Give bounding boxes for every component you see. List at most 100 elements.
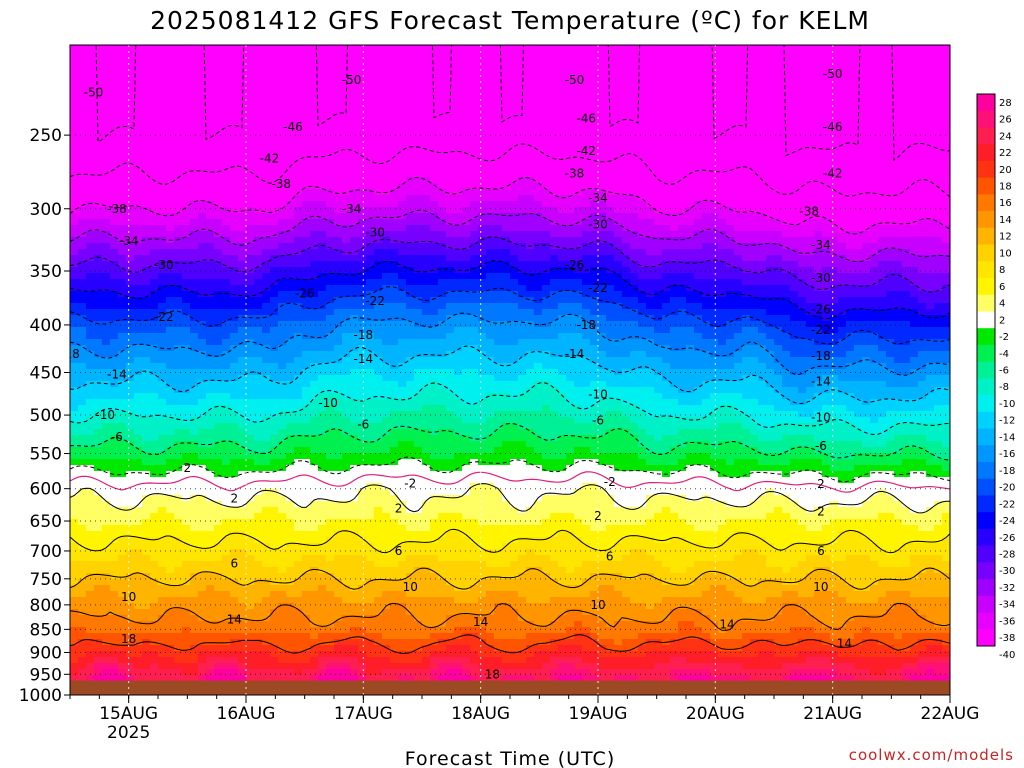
- heatmap-cell: [262, 291, 271, 298]
- heatmap-cell: [918, 219, 927, 226]
- heatmap-cell: [214, 189, 223, 196]
- heatmap-cell: [278, 93, 287, 100]
- heatmap-cell: [214, 285, 223, 292]
- heatmap-cell: [678, 195, 687, 202]
- heatmap-cell: [686, 57, 695, 64]
- heatmap-cell: [838, 195, 847, 202]
- heatmap-cell: [438, 171, 447, 178]
- heatmap-cell: [486, 195, 495, 202]
- heatmap-cell: [222, 237, 231, 244]
- heatmap-cell: [606, 261, 615, 268]
- heatmap-cell: [118, 99, 127, 106]
- heatmap-cell: [654, 255, 663, 262]
- heatmap-cell: [726, 195, 735, 202]
- heatmap-cell: [806, 159, 815, 166]
- heatmap-cell: [198, 231, 207, 238]
- heatmap-cell: [454, 141, 463, 148]
- heatmap-cell: [582, 93, 591, 100]
- heatmap-cell: [270, 201, 279, 208]
- heatmap-cell: [726, 213, 735, 220]
- heatmap-cell: [326, 141, 335, 148]
- heatmap-cell: [118, 57, 127, 64]
- heatmap-cell: [598, 177, 607, 184]
- heatmap-cell: [670, 159, 679, 166]
- heatmap-cell: [374, 237, 383, 244]
- heatmap-cell: [742, 57, 751, 64]
- heatmap-cell: [878, 189, 887, 196]
- heatmap-cell: [406, 279, 415, 286]
- heatmap-cell: [478, 99, 487, 106]
- heatmap-cell: [86, 219, 95, 226]
- heatmap-cell: [566, 297, 575, 304]
- heatmap-cell: [766, 261, 775, 268]
- heatmap-cell: [526, 225, 535, 232]
- heatmap-cell: [430, 117, 439, 124]
- heatmap-cell: [350, 111, 359, 118]
- heatmap-cell: [862, 99, 871, 106]
- heatmap-cell: [734, 129, 743, 136]
- heatmap-cell: [702, 57, 711, 64]
- heatmap-cell: [662, 303, 671, 310]
- heatmap-cell: [846, 63, 855, 70]
- heatmap-cell: [414, 87, 423, 94]
- heatmap-cell: [214, 291, 223, 298]
- heatmap-cell: [166, 123, 175, 130]
- heatmap-cell: [686, 159, 695, 166]
- heatmap-cell: [582, 219, 591, 226]
- heatmap-cell: [526, 201, 535, 208]
- heatmap-cell: [222, 189, 231, 196]
- heatmap-cell: [110, 135, 119, 142]
- heatmap-cell: [854, 183, 863, 190]
- heatmap-cell: [198, 189, 207, 196]
- heatmap-cell: [94, 87, 103, 94]
- heatmap-cell: [542, 129, 551, 136]
- heatmap-cell: [278, 291, 287, 298]
- heatmap-cell: [838, 111, 847, 118]
- heatmap-cell: [606, 183, 615, 190]
- heatmap-cell: [758, 231, 767, 238]
- heatmap-cell: [238, 165, 247, 172]
- heatmap-cell: [150, 273, 159, 280]
- heatmap-cell: [502, 267, 511, 274]
- heatmap-cell: [494, 63, 503, 70]
- heatmap-cell: [590, 117, 599, 124]
- heatmap-cell: [918, 93, 927, 100]
- heatmap-cell: [918, 303, 927, 310]
- heatmap-cell: [782, 165, 791, 172]
- heatmap-cell: [190, 309, 199, 316]
- heatmap-cell: [806, 69, 815, 76]
- heatmap-cell: [414, 147, 423, 154]
- heatmap-cell: [926, 51, 935, 58]
- heatmap-cell: [374, 303, 383, 310]
- heatmap-cell: [678, 183, 687, 190]
- heatmap-cell: [574, 297, 583, 304]
- heatmap-cell: [190, 219, 199, 226]
- heatmap-cell: [150, 165, 159, 172]
- heatmap-cell: [190, 63, 199, 70]
- heatmap-cell: [846, 135, 855, 142]
- heatmap-cell: [806, 63, 815, 70]
- heatmap-cell: [646, 171, 655, 178]
- heatmap-cell: [166, 225, 175, 232]
- heatmap-cell: [126, 177, 135, 184]
- heatmap-cell: [750, 231, 759, 238]
- heatmap-cell: [470, 165, 479, 172]
- heatmap-cell: [174, 291, 183, 298]
- heatmap-cell: [822, 297, 831, 304]
- heatmap-cell: [310, 153, 319, 160]
- heatmap-cell: [422, 123, 431, 130]
- heatmap-cell: [118, 141, 127, 148]
- heatmap-cell: [822, 93, 831, 100]
- heatmap-cell: [414, 279, 423, 286]
- heatmap-cell: [430, 261, 439, 268]
- heatmap-cell: [334, 147, 343, 154]
- heatmap-cell: [310, 297, 319, 304]
- heatmap-cell: [238, 171, 247, 178]
- heatmap-cell: [710, 201, 719, 208]
- heatmap-cell: [182, 285, 191, 292]
- heatmap-cell: [254, 285, 263, 292]
- heatmap-cell: [270, 231, 279, 238]
- heatmap-cell: [558, 147, 567, 154]
- heatmap-cell: [838, 171, 847, 178]
- heatmap-cell: [190, 261, 199, 268]
